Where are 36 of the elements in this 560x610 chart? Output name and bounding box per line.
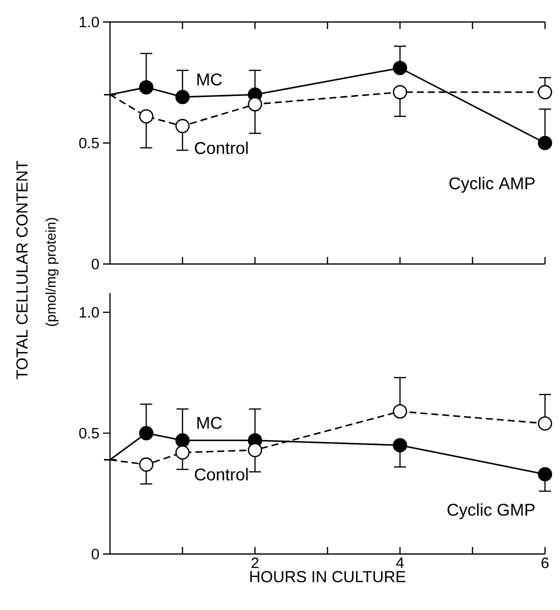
point <box>175 90 190 104</box>
point <box>538 85 552 100</box>
y-axis-title: TOTAL CELLULAR CONTENT <box>16 160 28 380</box>
point <box>248 97 262 112</box>
point <box>538 136 552 150</box>
point <box>392 438 408 452</box>
point <box>175 445 190 460</box>
point <box>538 416 552 431</box>
point <box>139 426 154 440</box>
series-label: Control <box>194 142 248 154</box>
point <box>175 118 190 134</box>
point <box>392 60 408 76</box>
point <box>392 85 408 100</box>
series-label: MC <box>197 73 222 86</box>
y-tick-label: 0 <box>92 258 99 270</box>
y-tick-label: 0.5 <box>79 428 99 438</box>
series-label: MC <box>197 416 222 429</box>
point <box>139 109 154 124</box>
point <box>248 442 262 458</box>
y-tick-label: 1.0 <box>80 16 99 28</box>
x-axis-title: HOURS IN CULTURE <box>250 570 406 582</box>
point <box>392 404 408 419</box>
y-tick-label: 0.5 <box>79 138 99 148</box>
series-label: Control <box>194 468 248 481</box>
x-tick-label: 2 <box>252 558 258 568</box>
point <box>175 433 190 448</box>
point <box>139 80 154 94</box>
x-tick-label: 6 <box>542 558 549 568</box>
point <box>139 457 154 472</box>
y-tick-label: 1.0 <box>80 307 99 318</box>
point <box>538 467 552 482</box>
y-tick-label: 0 <box>92 548 99 560</box>
annotation: Cyclic AMP <box>449 176 535 193</box>
x-tick-label: 4 <box>396 558 404 568</box>
y-axis-title: (pmol/mg protein) <box>45 218 59 326</box>
annotation: Cyclic GMP <box>448 503 535 520</box>
